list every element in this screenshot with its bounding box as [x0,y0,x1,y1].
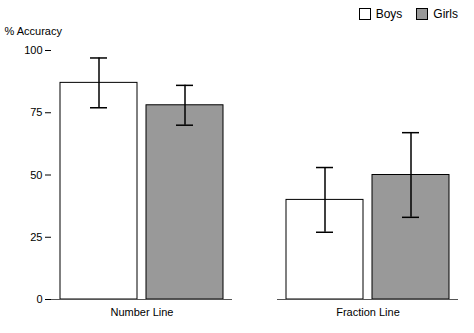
html-text:Boys: Boys [375,7,403,21]
svg-text:Number Line: Number Line [111,306,174,318]
svg-text:% Accuracy: % Accuracy [5,25,63,37]
svg-text:Fraction Line: Fraction Line [336,306,400,318]
svg-text:50: 50 [30,169,42,181]
svg-text:25: 25 [30,231,42,243]
svg-text:0: 0 [36,293,42,305]
svg-text:75: 75 [30,106,42,118]
html-text:Girls: Girls [433,7,458,21]
svg-text:100: 100 [24,44,42,56]
